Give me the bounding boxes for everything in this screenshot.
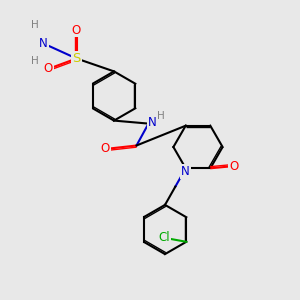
Text: O: O <box>72 23 81 37</box>
Text: O: O <box>100 142 109 155</box>
Text: N: N <box>148 116 157 129</box>
Text: H: H <box>31 56 38 67</box>
Text: H: H <box>31 20 38 31</box>
Text: S: S <box>72 52 81 65</box>
Text: N: N <box>148 116 157 129</box>
Text: N: N <box>39 37 48 50</box>
Text: H: H <box>157 111 165 121</box>
Text: N: N <box>181 165 190 178</box>
Text: H: H <box>31 20 38 31</box>
Text: O: O <box>44 62 52 76</box>
Text: S: S <box>72 52 81 65</box>
Text: O: O <box>230 160 238 173</box>
Text: N: N <box>181 165 190 178</box>
Text: H: H <box>31 56 38 67</box>
Text: O: O <box>44 62 52 76</box>
Text: O: O <box>72 23 81 37</box>
Text: N: N <box>39 37 48 50</box>
Text: O: O <box>230 160 238 173</box>
Text: Cl: Cl <box>159 231 170 244</box>
Text: H: H <box>157 111 165 121</box>
Text: O: O <box>100 142 109 155</box>
